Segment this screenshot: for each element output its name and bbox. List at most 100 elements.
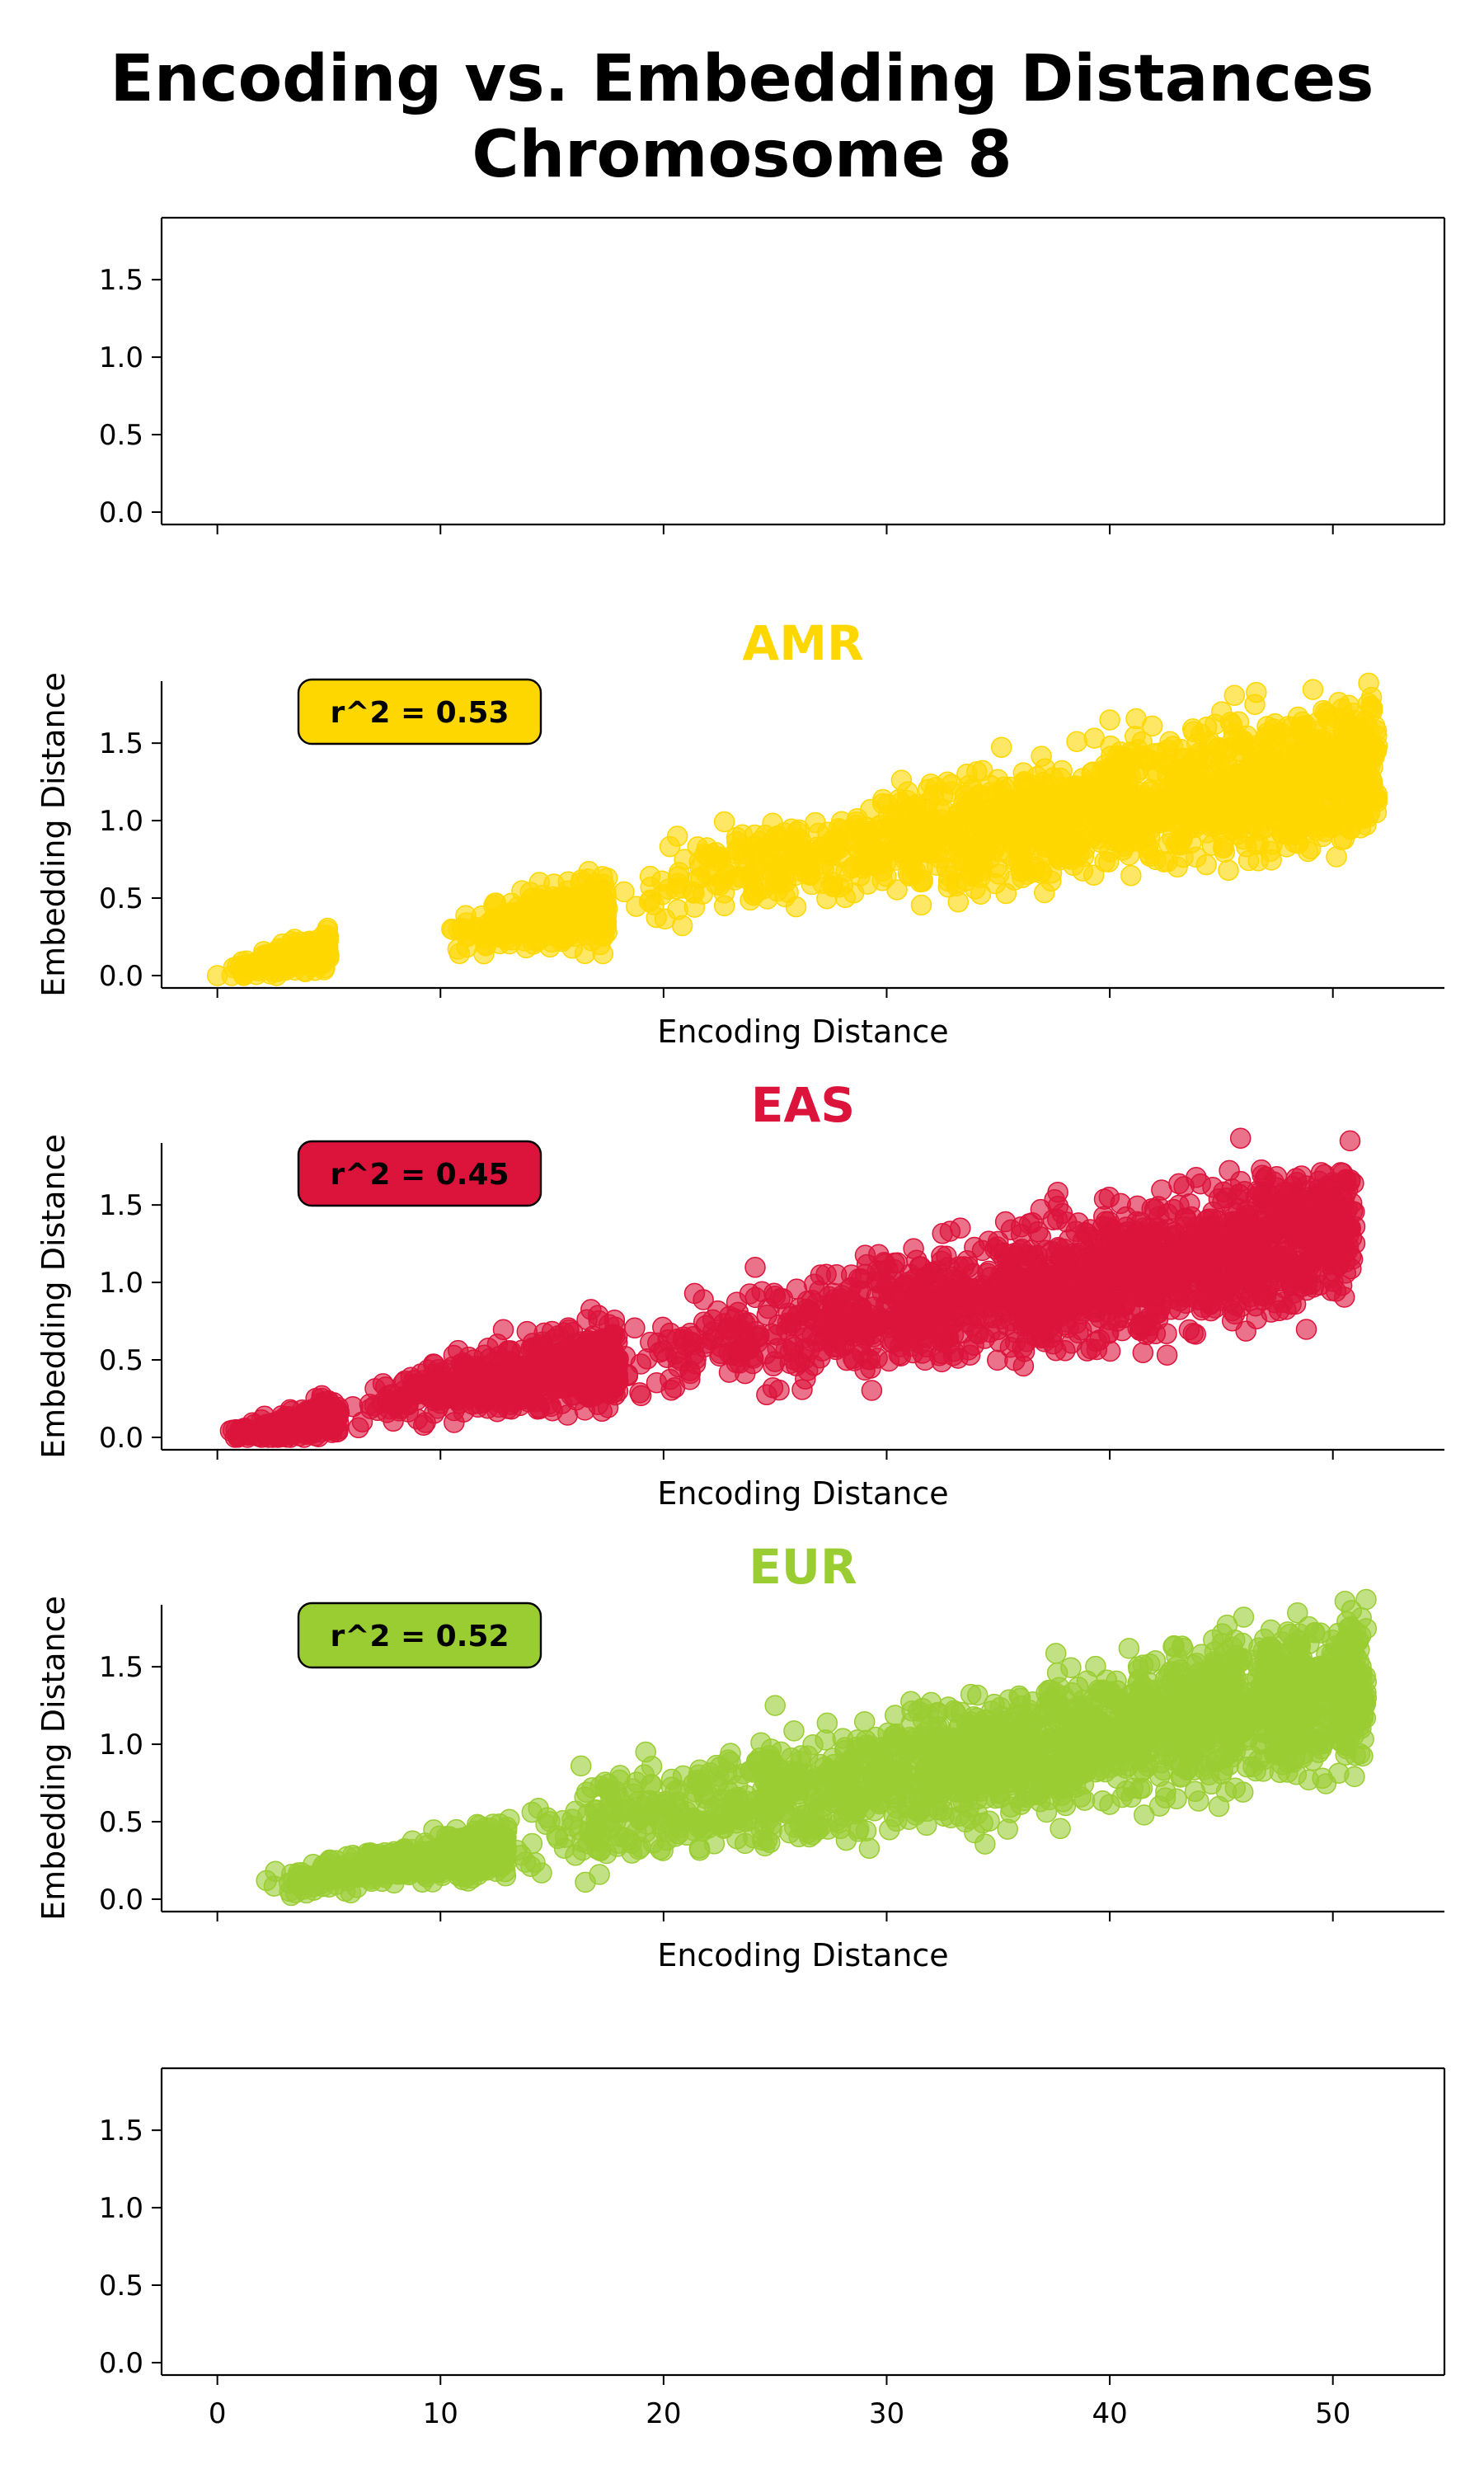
scatter-point (377, 1389, 398, 1411)
scatter-point (1261, 833, 1283, 855)
scatter-point (915, 1312, 937, 1333)
scatter-point (664, 1377, 686, 1399)
scatter-point (630, 1385, 652, 1407)
scatter-point (767, 1338, 788, 1359)
scatter-point (1181, 832, 1202, 854)
scatter-point (990, 736, 1012, 758)
scatter-point (909, 871, 932, 893)
scatter-point (1216, 1256, 1237, 1277)
scatter-point (768, 829, 790, 851)
scatter-point (1321, 1280, 1342, 1301)
scatter-point (1284, 1262, 1306, 1283)
x-axis-label: Encoding Distance (657, 1475, 948, 1512)
scatter-point (1191, 1248, 1214, 1269)
scatter-point (1024, 859, 1045, 881)
scatter-point (1049, 1262, 1070, 1284)
scatter-point (1101, 789, 1122, 811)
y-tick-label: 0.5 (99, 882, 143, 915)
scatter-point (1028, 785, 1050, 807)
scatter-point (1089, 1329, 1111, 1351)
scatter-point (1012, 797, 1034, 820)
scatter-point (667, 866, 689, 887)
scatter-point (713, 811, 735, 833)
scatter-point (485, 892, 507, 914)
scatter-point (1289, 768, 1311, 790)
scatter-point (1121, 1265, 1144, 1286)
scatter-point (547, 887, 570, 909)
scatter-point (999, 1336, 1021, 1358)
scatter-point (1280, 1208, 1301, 1230)
scatter-point (789, 844, 811, 866)
scatter-point (1120, 865, 1142, 887)
scatter-point (1039, 1317, 1060, 1338)
scatter-point (1082, 864, 1105, 886)
scatter-point (1174, 1207, 1196, 1229)
scatter-point (510, 1359, 531, 1380)
scatter-point (224, 1427, 247, 1448)
scatter-point (713, 895, 735, 917)
scatter-point (1248, 793, 1270, 814)
scatter-point (710, 1336, 732, 1357)
scatter-point (818, 1286, 840, 1308)
scatter-point (868, 1244, 890, 1266)
scatter-point (552, 1343, 573, 1364)
scatter-point (1190, 1173, 1212, 1195)
scatter-point (585, 920, 606, 941)
scatter-point (293, 952, 315, 973)
scatter-point (861, 1380, 883, 1401)
scatter-point (1175, 1286, 1196, 1308)
scatter-point (840, 1316, 862, 1338)
scatter-point (1068, 1212, 1089, 1234)
scatter-point (794, 1348, 815, 1370)
scatter-point (411, 1858, 433, 1880)
x-axis-label: Encoding Distance (657, 1014, 948, 1050)
r2-annotation-text: r^2 = 0.53 (330, 696, 509, 730)
y-tick-label: 0.0 (99, 496, 143, 529)
scatter-point (511, 880, 533, 901)
scatter-point (1004, 1244, 1026, 1267)
scatter-point (406, 1409, 429, 1430)
scatter-point (756, 1384, 777, 1406)
scatter-point (318, 944, 340, 967)
scatter-point (1287, 833, 1309, 854)
scatter-point (1148, 800, 1169, 822)
scatter-point (1222, 1300, 1243, 1322)
scatter-point (1331, 698, 1353, 720)
y-tick-label: 1.5 (99, 727, 143, 760)
scatter-point (1229, 1127, 1252, 1149)
scatter-point (794, 1327, 816, 1349)
scatter-point (1125, 1231, 1147, 1253)
scatter-point (882, 804, 904, 825)
scatter-point (1218, 859, 1239, 882)
y-tick-label: 1.5 (99, 1189, 143, 1222)
scatter-point (744, 1257, 766, 1278)
scatter-point (1036, 805, 1059, 826)
scatter-point (599, 1333, 622, 1354)
scatter-point (1066, 836, 1087, 858)
scatter-point (525, 898, 547, 920)
scatter-point (1241, 1272, 1262, 1293)
scatter-point (766, 854, 787, 877)
scatter-point (903, 1238, 924, 1259)
scatter-point (1221, 796, 1242, 818)
scatter-point (312, 1414, 334, 1436)
scatter-point (1302, 679, 1324, 700)
scatter-point (448, 1371, 470, 1393)
scatter-point (561, 1322, 584, 1343)
scatter-point (1134, 826, 1156, 848)
scatter-point (764, 1286, 787, 1307)
scatter-point (1322, 716, 1344, 737)
scatter-point (599, 1380, 621, 1403)
scatter-point (345, 1866, 367, 1888)
scatter-point (732, 843, 754, 865)
scatter-point (810, 838, 832, 859)
scatter-point (1012, 762, 1035, 783)
scatter-point (1333, 828, 1355, 850)
scatter-point (1288, 1186, 1310, 1208)
scatter-point (1237, 849, 1260, 872)
scatter-point (589, 902, 611, 924)
scatter-point (1223, 684, 1246, 706)
scatter-point (444, 1412, 465, 1433)
